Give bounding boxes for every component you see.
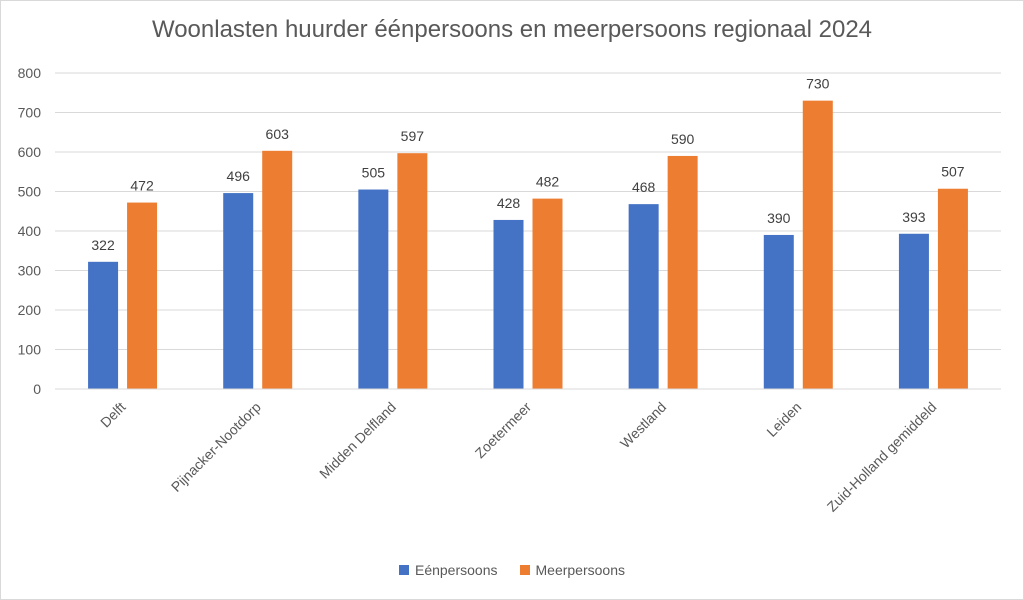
y-tick-label: 600 bbox=[18, 144, 42, 160]
legend-label-meerpersoons: Meerpersoons bbox=[535, 562, 626, 578]
legend-item-eenpersoons: Eénpersoons bbox=[398, 562, 498, 578]
data-label: 472 bbox=[130, 178, 154, 194]
x-tick-label: Midden Delfland bbox=[316, 399, 399, 482]
legend-swatch-meerpersoons bbox=[519, 565, 530, 575]
chart-title: Woonlasten huurder éénpersoons en meerpe… bbox=[151, 16, 873, 43]
data-label: 590 bbox=[671, 131, 695, 147]
bar-meerpersoons bbox=[937, 188, 968, 389]
data-label: 603 bbox=[266, 126, 290, 142]
bar-eenpersoons bbox=[493, 219, 524, 389]
bar-eenpersoons bbox=[223, 193, 254, 389]
y-tick-label: 200 bbox=[18, 302, 42, 318]
data-label: 505 bbox=[362, 165, 386, 181]
legend-item-meerpersoons: Meerpersoons bbox=[519, 562, 626, 578]
bar-meerpersoons bbox=[397, 153, 428, 389]
y-tick-label: 0 bbox=[33, 381, 41, 397]
bar-eenpersoons bbox=[763, 234, 794, 389]
data-label: 390 bbox=[767, 210, 791, 226]
data-label: 322 bbox=[91, 237, 115, 253]
y-tick-label: 500 bbox=[18, 184, 42, 200]
y-tick-label: 300 bbox=[18, 263, 42, 279]
legend: Eénpersoons Meerpersoons bbox=[0, 562, 1024, 578]
x-tick-label: Zuid-Holland gemiddeld bbox=[824, 399, 940, 515]
y-tick-label: 700 bbox=[18, 105, 42, 121]
data-label: 468 bbox=[632, 179, 656, 195]
x-tick-label: Pijnacker-Nootdorp bbox=[168, 399, 264, 495]
data-label: 428 bbox=[497, 195, 521, 211]
x-tick-label: Leiden bbox=[763, 399, 804, 440]
bar-eenpersoons bbox=[88, 261, 119, 389]
x-tick-label: Delft bbox=[97, 399, 129, 431]
bar-eenpersoons bbox=[628, 204, 659, 389]
bar-eenpersoons bbox=[898, 233, 929, 389]
y-tick-label: 100 bbox=[18, 342, 42, 358]
data-label: 496 bbox=[227, 168, 251, 184]
bar-meerpersoons bbox=[667, 155, 698, 389]
legend-label-eenpersoons: Eénpersoons bbox=[414, 562, 498, 578]
bar-meerpersoons bbox=[127, 202, 158, 389]
x-tick-label: Zoetermeer bbox=[472, 399, 535, 462]
bar-meerpersoons bbox=[532, 198, 563, 389]
y-tick-label: 800 bbox=[18, 65, 42, 81]
legend-swatch-eenpersoons bbox=[398, 565, 409, 575]
y-tick-label: 400 bbox=[18, 223, 42, 239]
x-tick-label: Westland bbox=[617, 399, 669, 451]
bar-meerpersoons bbox=[262, 150, 293, 389]
data-label: 730 bbox=[806, 76, 830, 92]
data-label: 393 bbox=[902, 209, 926, 225]
data-label: 482 bbox=[536, 174, 560, 190]
data-label: 597 bbox=[401, 128, 425, 144]
bar-meerpersoons bbox=[802, 100, 833, 390]
bar-eenpersoons bbox=[358, 189, 389, 389]
data-label: 507 bbox=[941, 164, 965, 180]
